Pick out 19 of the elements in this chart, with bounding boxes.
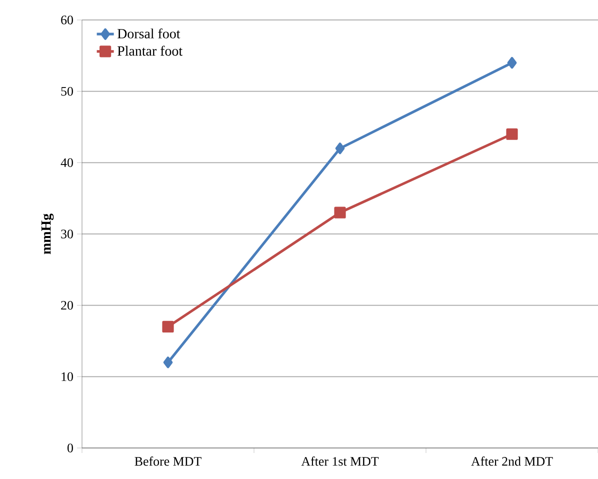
- x-tick-label: Before MDT: [134, 456, 202, 466]
- point: [506, 128, 518, 140]
- y-tick-label: 10: [62, 372, 73, 382]
- y-tick-label: 20: [61, 300, 73, 310]
- legend-label: Dorsal foot: [118, 28, 180, 38]
- y-tick-label: 60: [61, 16, 73, 24]
- point: [335, 142, 345, 154]
- point: [507, 56, 517, 69]
- y-tick-label: 0: [68, 444, 73, 452]
- y-tick-label: 40: [60, 158, 73, 168]
- y-tick-label: 50: [61, 86, 73, 96]
- y-axis-title: mmHg: [41, 214, 54, 254]
- legend-label: Plantar foot: [118, 46, 182, 56]
- x-tick-label: After 2nd MDT: [471, 456, 553, 466]
- point: [162, 320, 174, 333]
- y-tick-label: 30: [61, 230, 73, 238]
- x-tick-label: After 1st MDT: [301, 456, 379, 466]
- point: [163, 356, 173, 368]
- point: [334, 206, 346, 218]
